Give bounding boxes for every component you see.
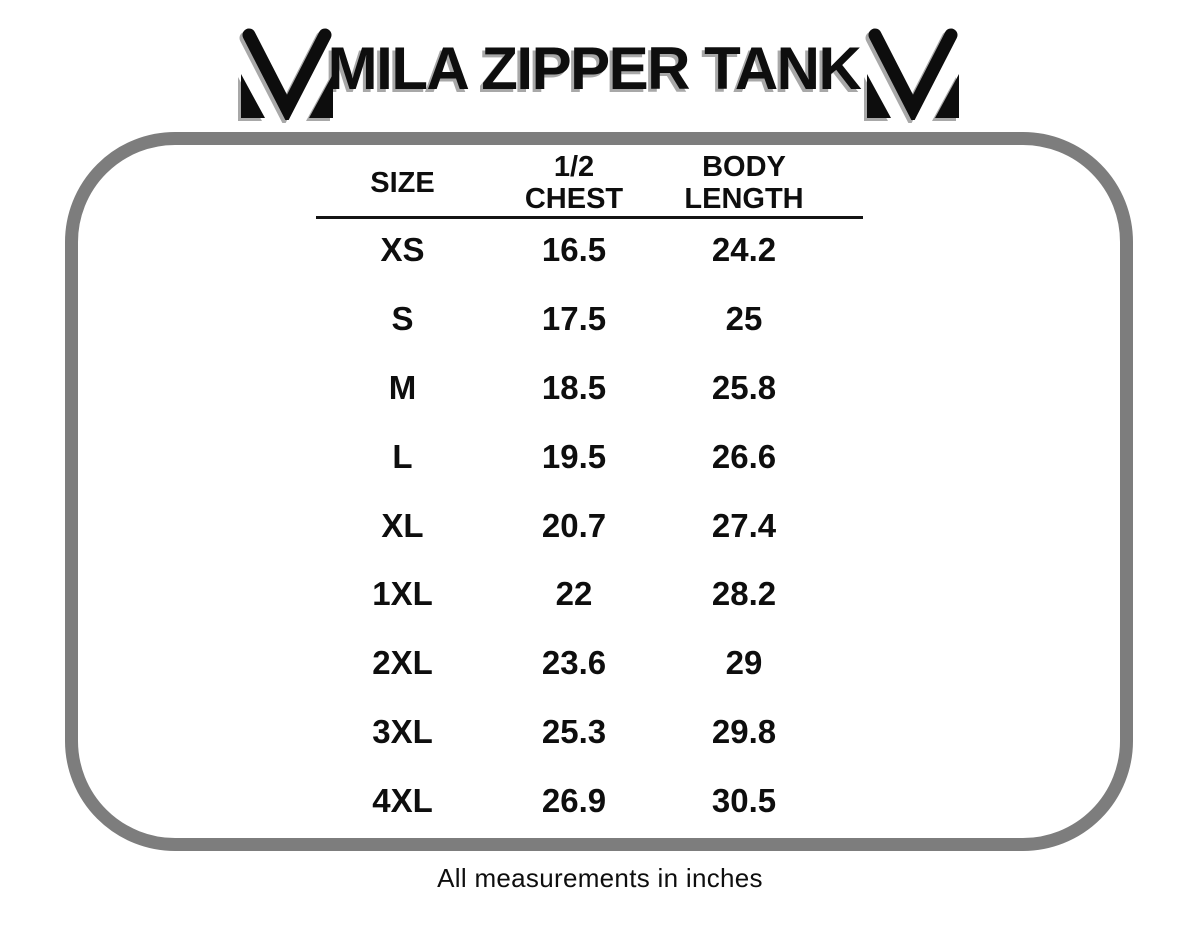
chest-value-4xl: 26.9: [541, 781, 607, 819]
length-value-2xl: 29: [725, 644, 763, 682]
chest-value-s: 17.5: [541, 300, 607, 338]
chest-value-2xl: 23.6: [541, 644, 607, 682]
header-underline: [316, 216, 863, 219]
chest-value-l: 19.5: [541, 437, 607, 475]
size-label-xl: XL: [381, 506, 424, 544]
column-header-body-length-label: BODY LENGTH: [684, 150, 804, 215]
chest-value-m: 18.5: [541, 368, 607, 406]
measurements-note: All measurements in inches: [437, 863, 763, 893]
chest-value-3xl: 25.3: [541, 712, 607, 750]
size-label-s: S: [391, 300, 414, 338]
size-label-1xl: 1XL: [372, 575, 433, 613]
length-value-1xl: 28.2: [711, 575, 777, 613]
column-header-size: SIZE: [315, 150, 490, 216]
size-label-2xl: 2XL: [372, 644, 433, 682]
size-table: SIZE 1/2 CHEST BODY LENGTH XS 16.5 24.2 …: [315, 150, 830, 835]
length-value-3xl: 29.8: [711, 712, 777, 750]
length-value-s: 25: [725, 300, 763, 338]
length-value-4xl: 30.5: [711, 781, 777, 819]
header: MILA ZIPPER TANK: [0, 16, 1200, 120]
column-header-chest-label: 1/2 CHEST: [524, 150, 624, 215]
size-label-l: L: [392, 437, 413, 475]
chest-value-xs: 16.5: [541, 231, 607, 269]
size-label-4xl: 4XL: [372, 781, 433, 819]
chest-value-xl: 20.7: [541, 506, 607, 544]
length-value-m: 25.8: [711, 368, 777, 406]
column-header-chest: 1/2 CHEST: [490, 150, 658, 216]
column-header-body-length: BODY LENGTH: [658, 150, 830, 216]
page-title: MILA ZIPPER TANK: [327, 34, 862, 102]
length-value-xs: 24.2: [711, 231, 777, 269]
chart-border-panel: [65, 132, 1133, 851]
brand-m-logo-icon: [240, 28, 333, 120]
column-header-size-label: SIZE: [370, 166, 435, 199]
chest-value-1xl: 22: [555, 575, 593, 613]
size-label-xs: XS: [380, 231, 425, 269]
length-value-l: 26.6: [711, 437, 777, 475]
length-value-xl: 27.4: [711, 506, 777, 544]
size-label-m: M: [388, 368, 417, 406]
size-label-3xl: 3XL: [372, 712, 433, 750]
brand-m-logo-icon: [867, 28, 960, 120]
